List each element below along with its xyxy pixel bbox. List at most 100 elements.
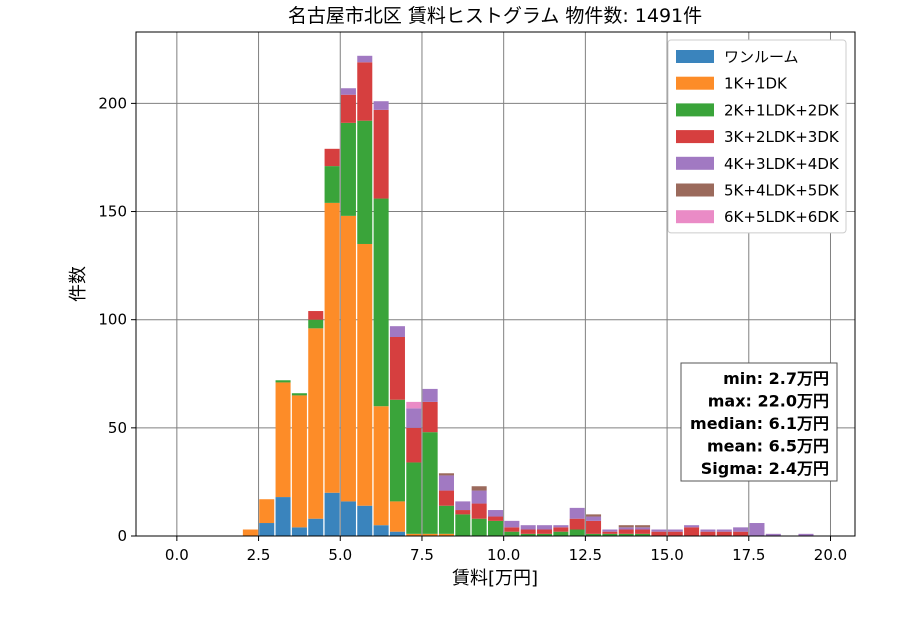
bar-segment [569,529,585,536]
bar-segment [635,527,651,530]
bar-segment [651,529,667,532]
bar-segment [635,533,651,536]
legend-swatch [676,76,714,90]
bar-segment [324,202,340,493]
bar-segment [537,533,553,536]
x-tick-label: 10.0 [487,546,520,564]
bar-segment [357,120,373,244]
bar-segment [569,518,585,530]
x-axis: 0.0 2.5 5.0 7.5 10.0 12.5 15.0 17.5 20.0 [165,536,847,564]
stats-line: median: 6.1万円 [690,414,829,433]
legend-entry: 2K+1LDK+2DK [724,101,840,119]
bar-segment [340,88,356,95]
bar-segment [667,531,683,536]
bar-segment [602,533,618,536]
bar-segment [406,408,422,428]
bar-segment [455,514,471,536]
legend-swatch [676,156,714,170]
bar-segment [373,525,389,536]
bar-segment [471,486,487,491]
bar-segment [635,525,651,528]
stats-box: min: 2.7万円 max: 22.0万円 median: 6.1万円 mean: … [680,362,838,482]
bar-segment [422,388,438,402]
bar-segment [455,510,471,515]
bar-segment [275,497,291,536]
bar-segment [340,94,356,123]
bar-segment [308,311,324,320]
bar-segment [275,380,291,383]
bar-segment [438,490,454,506]
x-tick-label: 2.5 [247,546,271,564]
bar-segment [259,499,275,524]
bar-segment [471,490,487,504]
bar-segment [373,406,389,526]
bar-segment [553,531,569,536]
bar-segment [373,109,389,199]
bar-segment [291,395,307,528]
bar-segment [716,531,732,536]
bar-segment [406,401,422,409]
bar-segment [389,501,405,532]
bar-segment [602,531,618,534]
bar-segment [504,520,520,528]
bar-segment [618,529,634,534]
bar-segment [487,510,504,517]
bar-segment [308,518,324,536]
bar-segment [291,393,307,396]
legend-swatch [676,50,714,63]
bar-segment [798,533,814,536]
bar-segment [340,122,356,216]
x-tick-label: 5.0 [328,546,352,564]
bar-segment [389,336,405,400]
bar-segment [324,492,340,536]
bar-segment [357,243,373,506]
bar-segment [586,520,602,534]
x-tick-label: 7.5 [410,546,434,564]
y-tick-label: 100 [98,311,127,329]
x-tick-label: 0.0 [165,546,189,564]
bar-segment [716,529,732,532]
bar-segment [389,531,405,536]
bar-segment [406,427,422,463]
legend-swatch [676,103,714,117]
stats-line: Sigma: 2.4万円 [701,459,829,478]
y-tick-label: 150 [98,203,127,221]
bar-segment [586,514,602,517]
bar-segment [537,529,553,534]
bar-segment [406,533,422,536]
bar-segment [684,525,700,528]
bar-segment [520,533,536,536]
legend-swatch [676,130,714,144]
stats-line: min: 2.7万円 [723,369,829,388]
bar-segment [438,473,454,476]
bar-segment [700,531,716,536]
bar-segment [389,399,405,502]
bar-segment [242,529,258,536]
bar-segment [553,525,569,528]
bar-segment [487,520,504,536]
bar-segment [635,529,651,534]
bar-segment [487,516,504,521]
legend: ワンルーム 1K+1DK 2K+1LDK+2DK 3K+2LDK+3DK 4K+3LDK… [667,39,847,234]
legend-entry: 5K+4LDK+5DK [724,182,840,200]
bar-segment [471,518,487,536]
bar-segment [684,527,700,536]
bar-segment [406,462,422,534]
x-axis-label: 賃料[万円] [452,568,538,589]
bar-segment [324,148,340,167]
bar-segment [373,198,389,407]
bar-segment [749,523,765,536]
legend-entry: 4K+3LDK+4DK [724,155,840,173]
stats-frame [680,362,838,482]
bar-segment [504,527,520,532]
bar-segment [357,505,373,536]
bar-segment [537,525,553,530]
bar-segment [618,525,634,528]
bar-segment [586,533,602,536]
bar-segment [340,501,356,536]
bar-segment [618,527,634,530]
bar-segment [308,328,324,519]
bar-segment [373,101,389,110]
legend-entry: 6K+5LDK+6DK [724,208,840,226]
